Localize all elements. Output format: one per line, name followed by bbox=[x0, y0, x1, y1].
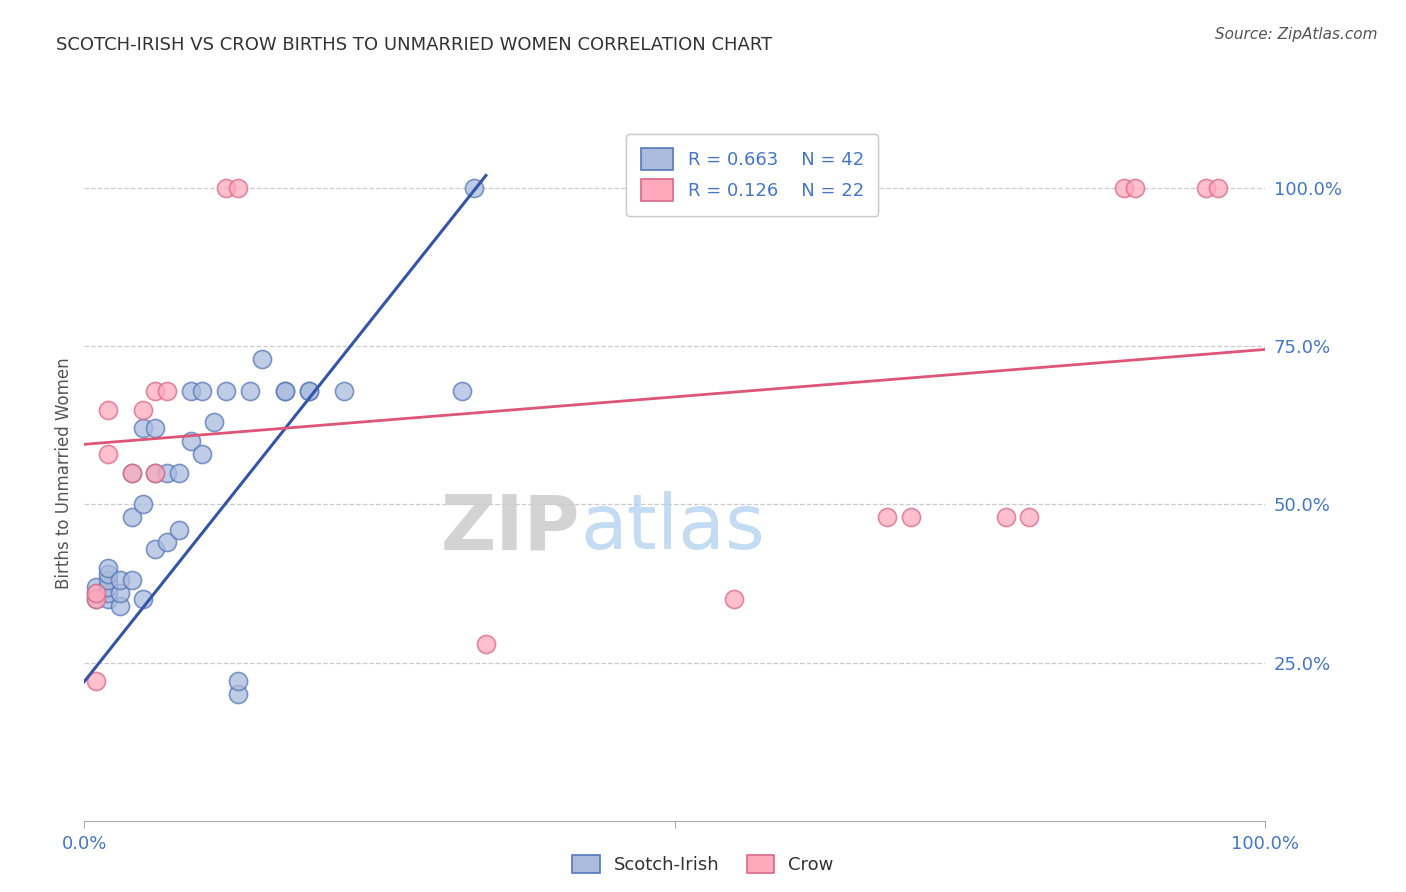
Point bbox=[1018, 510, 1040, 524]
Point bbox=[156, 384, 179, 398]
Point bbox=[97, 447, 120, 461]
Legend: R = 0.663    N = 42, R = 0.126    N = 22: R = 0.663 N = 42, R = 0.126 N = 22 bbox=[626, 134, 879, 216]
Point bbox=[121, 466, 143, 480]
Point bbox=[1206, 181, 1229, 195]
Point bbox=[84, 580, 107, 594]
Point bbox=[121, 574, 143, 588]
Point bbox=[180, 384, 202, 398]
Point bbox=[250, 351, 273, 366]
Point bbox=[1195, 181, 1218, 195]
Point bbox=[156, 535, 179, 549]
Point bbox=[97, 574, 120, 588]
Point bbox=[97, 592, 120, 607]
Point bbox=[994, 510, 1017, 524]
Point bbox=[84, 586, 107, 600]
Point bbox=[132, 402, 155, 417]
Point bbox=[97, 580, 120, 594]
Point bbox=[132, 497, 155, 511]
Point bbox=[167, 466, 190, 480]
Point bbox=[121, 466, 143, 480]
Point bbox=[274, 384, 297, 398]
Y-axis label: Births to Unmarried Women: Births to Unmarried Women bbox=[55, 357, 73, 589]
Point bbox=[84, 592, 107, 607]
Point bbox=[1112, 181, 1135, 195]
Point bbox=[463, 181, 485, 195]
Point bbox=[97, 566, 120, 581]
Point bbox=[298, 384, 321, 398]
Point bbox=[239, 384, 262, 398]
Point bbox=[202, 415, 225, 429]
Legend: Scotch-Irish, Crow: Scotch-Irish, Crow bbox=[564, 846, 842, 883]
Point bbox=[108, 574, 131, 588]
Point bbox=[1125, 181, 1147, 195]
Point bbox=[84, 586, 107, 600]
Point bbox=[333, 384, 356, 398]
Point bbox=[900, 510, 922, 524]
Point bbox=[84, 674, 107, 689]
Point bbox=[226, 687, 249, 701]
Point bbox=[143, 421, 166, 435]
Point bbox=[143, 384, 166, 398]
Point bbox=[143, 466, 166, 480]
Text: atlas: atlas bbox=[581, 491, 765, 566]
Point bbox=[274, 384, 297, 398]
Point bbox=[132, 592, 155, 607]
Point bbox=[215, 181, 238, 195]
Point bbox=[167, 523, 190, 537]
Point bbox=[121, 510, 143, 524]
Point bbox=[451, 384, 474, 398]
Point bbox=[723, 592, 745, 607]
Point bbox=[84, 592, 107, 607]
Point bbox=[97, 586, 120, 600]
Point bbox=[475, 636, 498, 650]
Point bbox=[143, 466, 166, 480]
Text: SCOTCH-IRISH VS CROW BIRTHS TO UNMARRIED WOMEN CORRELATION CHART: SCOTCH-IRISH VS CROW BIRTHS TO UNMARRIED… bbox=[56, 36, 772, 54]
Point bbox=[180, 434, 202, 449]
Point bbox=[156, 466, 179, 480]
Text: Source: ZipAtlas.com: Source: ZipAtlas.com bbox=[1215, 27, 1378, 42]
Point bbox=[226, 181, 249, 195]
Point bbox=[97, 402, 120, 417]
Point bbox=[108, 599, 131, 613]
Point bbox=[132, 421, 155, 435]
Point bbox=[108, 586, 131, 600]
Point bbox=[215, 384, 238, 398]
Text: ZIP: ZIP bbox=[441, 491, 581, 566]
Point bbox=[191, 384, 214, 398]
Point bbox=[298, 384, 321, 398]
Point bbox=[226, 674, 249, 689]
Point bbox=[876, 510, 898, 524]
Point bbox=[191, 447, 214, 461]
Point bbox=[143, 541, 166, 556]
Point bbox=[97, 560, 120, 574]
